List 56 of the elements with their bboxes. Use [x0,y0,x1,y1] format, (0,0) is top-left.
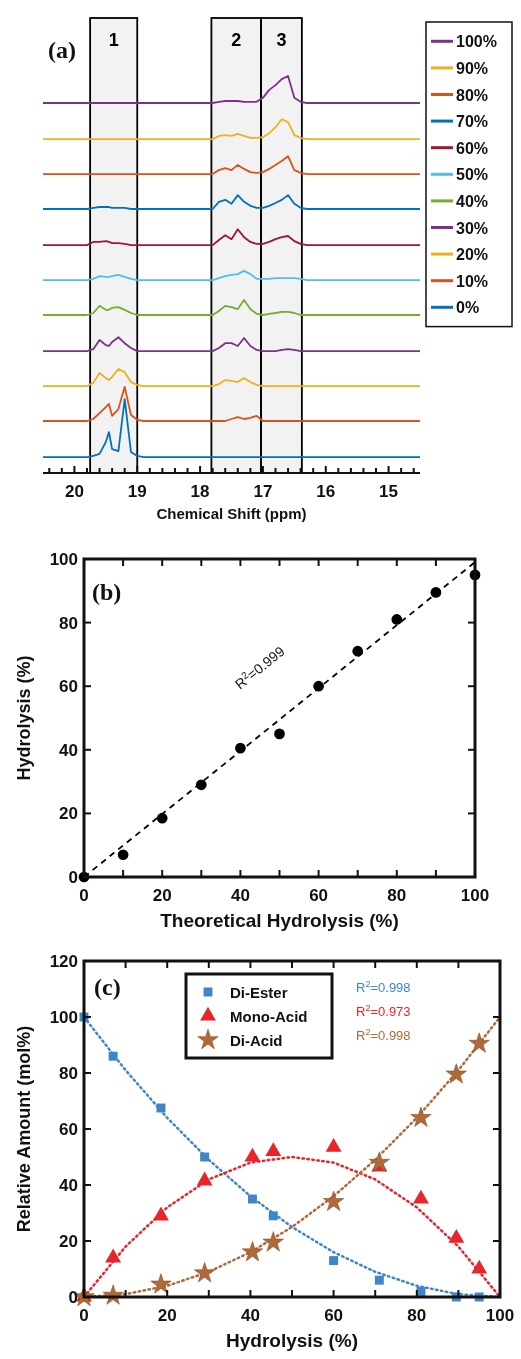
x-tick-label: 60 [309,886,329,905]
y-tick-label: 100 [49,550,78,569]
legend-label: 0% [456,299,480,317]
y-tick-label: 80 [59,613,78,633]
legend-label: Di-Acid [230,1032,283,1049]
x-tick-label: 18 [190,482,210,501]
legend-label: 10% [456,272,489,290]
x-tick-label: 17 [253,482,273,501]
legend-label: 50% [456,166,489,184]
x-axis-title: Hydrolysis (%) [226,1330,358,1351]
y-tick-label: 20 [59,1232,78,1251]
x-axis-title: Theoretical Hydrolysis (%) [160,910,399,931]
x-tick-label: 16 [316,482,336,501]
legend-label: 60% [456,139,489,157]
annotation: R$^{2}$=0.973 [356,1003,411,1019]
x-tick-label: 100 [485,1306,515,1325]
x-axis-title: Chemical Shift (ppm) [156,505,307,522]
legend-label: 70% [456,113,489,131]
x-tick-label: 40 [230,886,250,905]
x-tick-label: 19 [127,482,147,501]
y-tick-label: 120 [49,952,78,971]
legend-label: 100% [456,33,497,51]
x-tick-label: 20 [157,1306,177,1325]
y-tick-label: 60 [59,677,78,697]
band-label: 1 [108,30,119,50]
x-tick-label: 15 [379,482,399,501]
legend-label: 90% [456,59,489,77]
y-axis-title: Relative Amount (mol%) [14,1025,34,1233]
band-label: 3 [276,30,287,50]
text: (a) [48,37,76,63]
legend-label: 80% [456,86,489,104]
annotation: R$^{2}$=0.998 [356,1027,411,1043]
y-tick-label: 100 [49,1008,78,1027]
annotation: (c) [94,974,121,1000]
x-tick-label: 40 [240,1306,260,1325]
legend-label: 30% [456,219,489,237]
legend-label: 40% [456,192,489,210]
y-tick-label: 0 [68,1288,78,1307]
legend-label: Di-Ester [230,984,288,1001]
y-tick-label: 40 [59,1176,78,1195]
x-tick-label: 20 [152,886,172,905]
y-tick-label: 0 [68,868,78,887]
x-tick-label: 80 [407,1306,427,1325]
x-tick-label: 60 [324,1306,344,1325]
legend-label: Mono-Acid [230,1008,308,1025]
y-tick-label: 20 [59,804,78,824]
y-axis-title: Hydrolysis (%) [14,655,34,781]
legend-label: 20% [456,246,489,264]
annotation: (b) [92,579,122,605]
x-tick-label: 100 [460,886,490,905]
y-tick-label: 80 [59,1064,78,1083]
band-label: 2 [231,30,242,50]
y-tick-label: 60 [59,1120,78,1139]
y-tick-label: 40 [59,740,78,760]
x-tick-label: 80 [387,886,407,905]
annotation: R$^{2}$=0.998 [356,979,411,995]
